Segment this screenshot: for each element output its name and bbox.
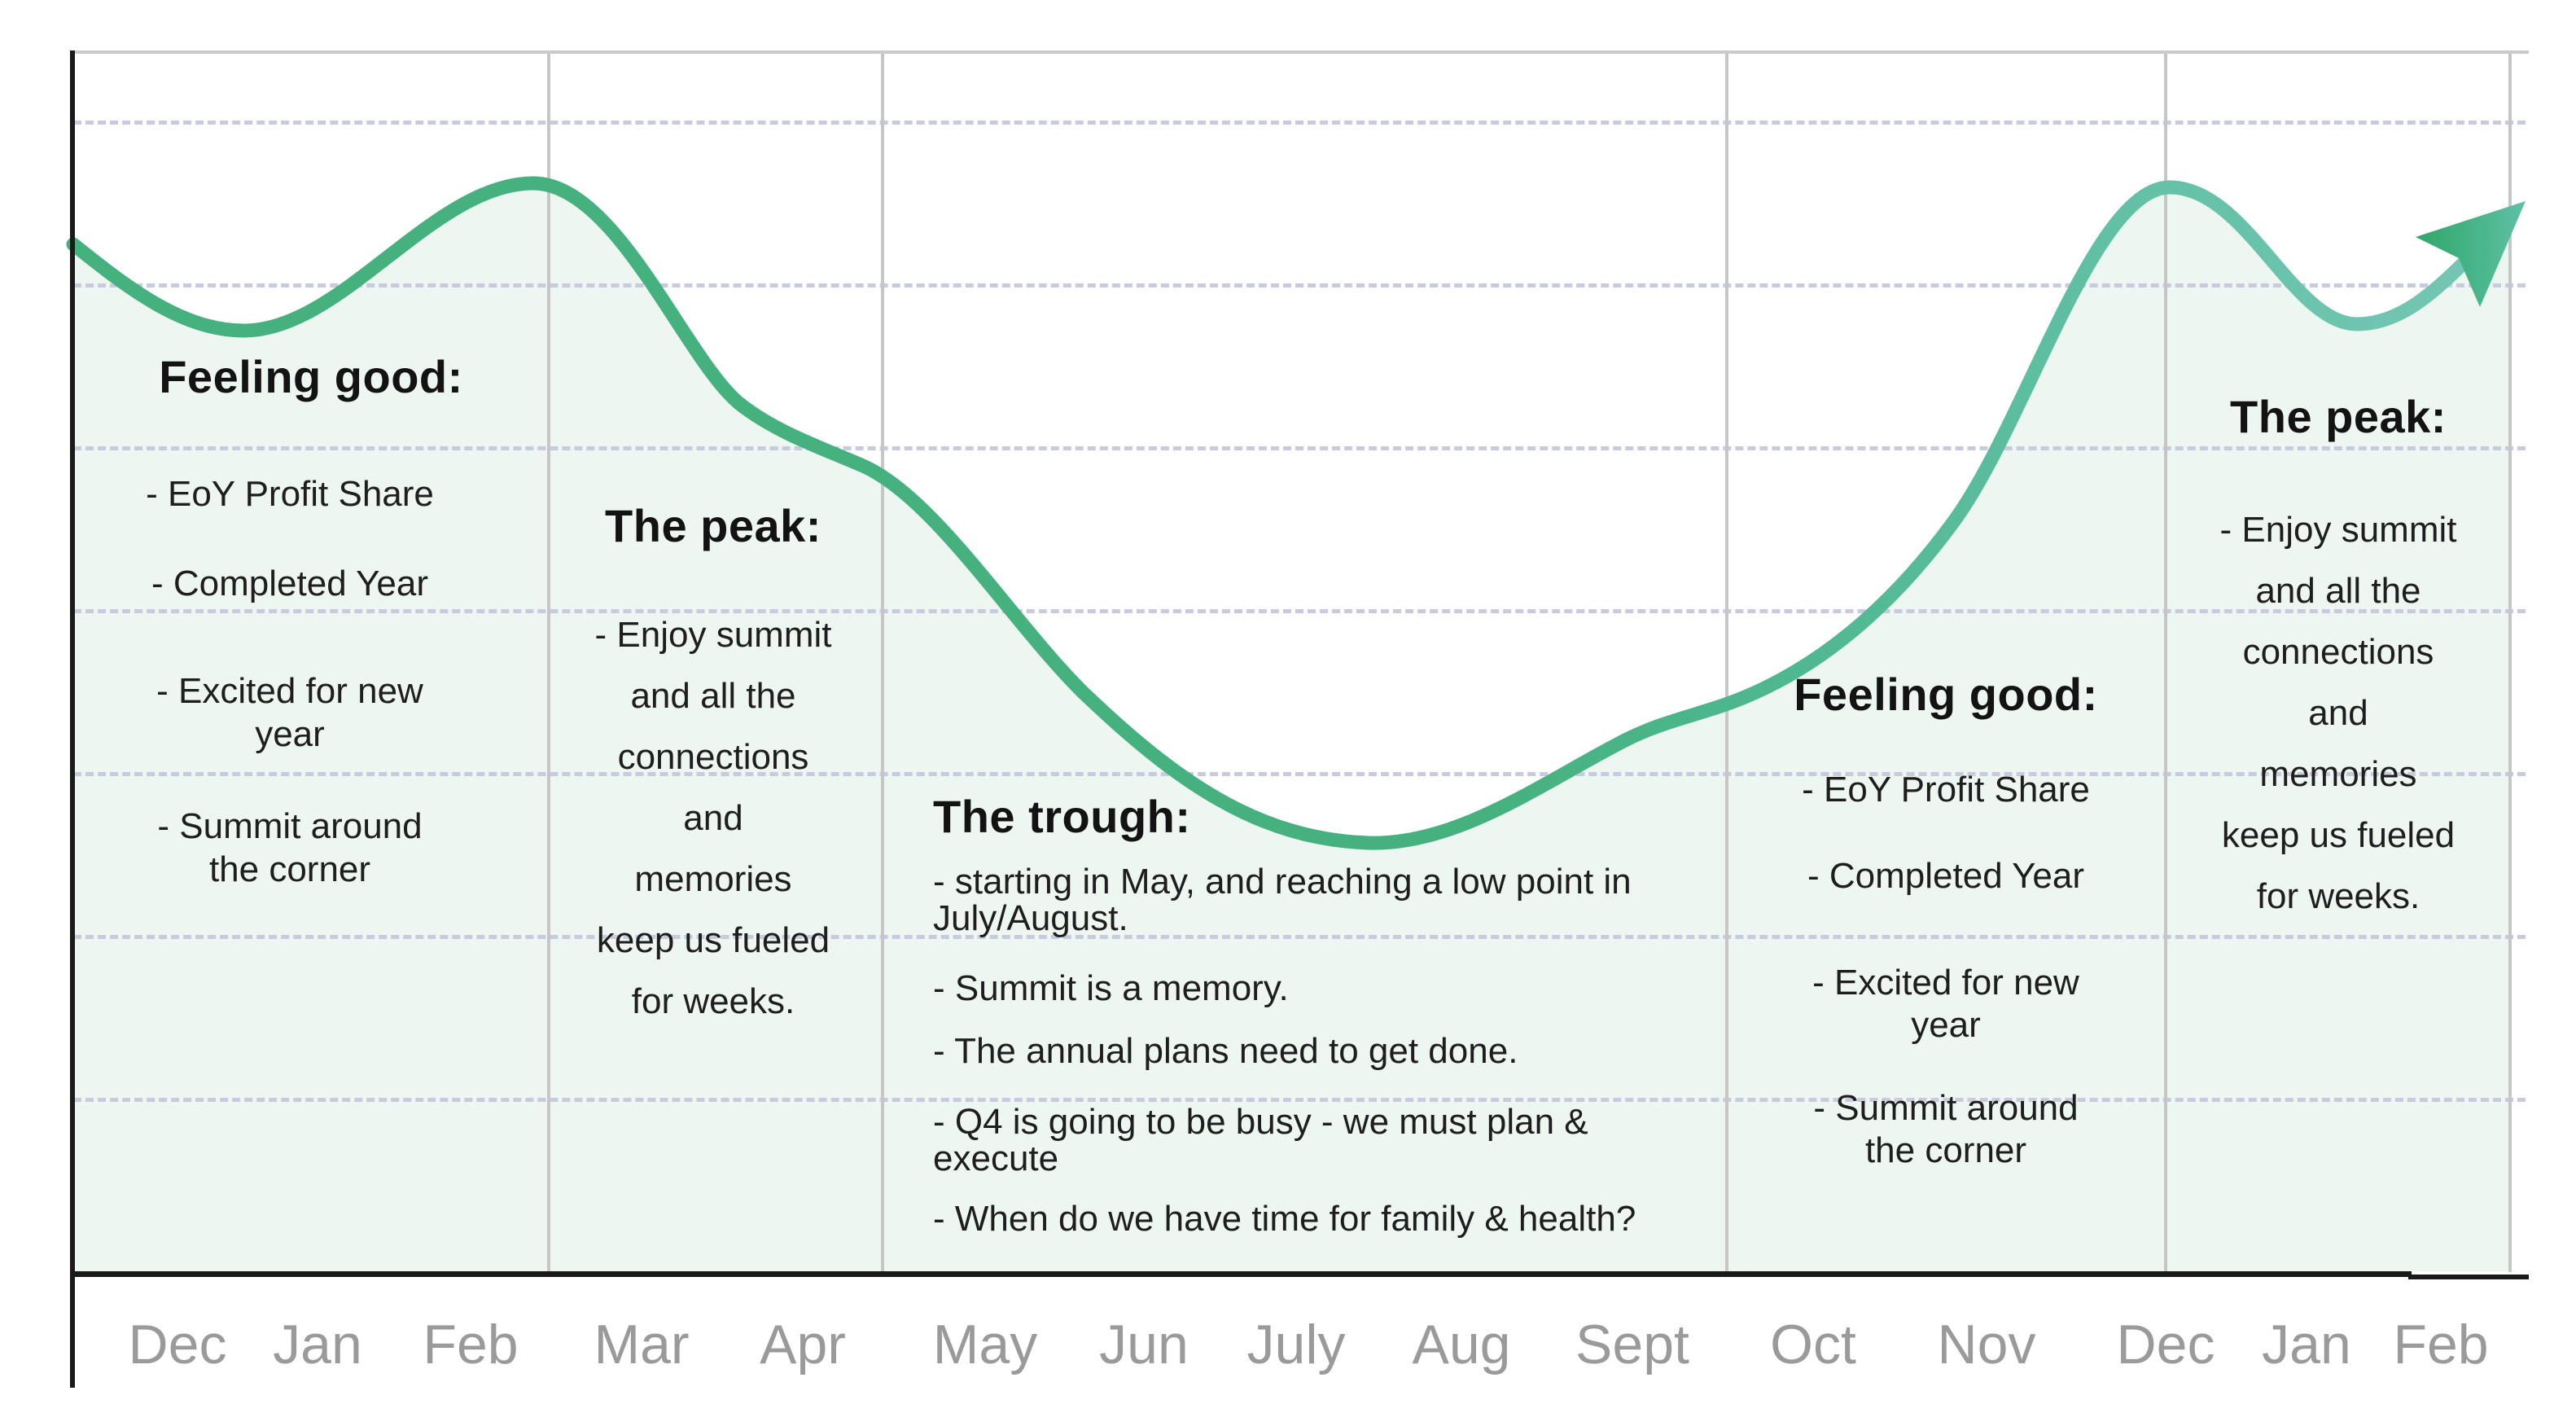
x-axis-label: Feb xyxy=(2393,1314,2489,1376)
annotation-title-peak-1: The peak: xyxy=(605,500,821,551)
h-gridline xyxy=(73,772,2526,776)
annotation-bullet: - Summit is a memory. xyxy=(933,968,1289,1008)
bullet-line: year xyxy=(1911,1005,1981,1045)
x-axis-label: Dec xyxy=(2116,1314,2215,1376)
bullet-line: memories xyxy=(2259,754,2417,794)
x-axis-label: Jan xyxy=(273,1314,362,1376)
x-axis-label: Sept xyxy=(1575,1314,1689,1376)
bullet-line: the corner xyxy=(1864,1130,2027,1170)
v-gridline xyxy=(547,52,550,1272)
bullet-line: July/August. xyxy=(933,898,1128,938)
bullet-line: connections xyxy=(617,737,809,777)
h-gridline xyxy=(73,935,2526,939)
bullet-line: and xyxy=(2308,693,2368,733)
h-gridline xyxy=(73,283,2526,287)
bullet-line: and xyxy=(683,798,743,838)
x-axis-label: Aug xyxy=(1412,1314,1511,1376)
x-axis-label: Nov xyxy=(1937,1314,2036,1376)
bullet-line: the corner xyxy=(208,849,371,889)
x-axis-label: Jun xyxy=(1099,1314,1189,1376)
bullet-line: memories xyxy=(634,859,792,899)
bullet-line: - Excited for new xyxy=(156,671,423,711)
annotation-bullet: - Excited for new year xyxy=(1812,962,2079,1046)
annotation-bullet: - The annual plans need to get done. xyxy=(933,1031,1518,1071)
annotation-bullet: - starting in May, and reaching a low po… xyxy=(933,863,1632,937)
bullet-line: - Excited for new xyxy=(1812,963,2079,1003)
x-axis-label: Jan xyxy=(2262,1314,2351,1376)
annotation-bullet: - EoY Profit Share xyxy=(146,474,434,514)
annotation-bullet: - Summit around the corner xyxy=(1813,1087,2078,1172)
trend-arrow-icon xyxy=(2416,201,2526,307)
annotation-title-peak-2: The peak: xyxy=(2230,391,2447,442)
x-axis xyxy=(70,1271,2412,1277)
bullet-line: - Summit around xyxy=(157,806,423,846)
x-axis-label: Feb xyxy=(423,1314,519,1376)
x-axis-label: July xyxy=(1246,1314,1346,1376)
x-axis-label: Apr xyxy=(760,1314,846,1376)
v-gridline xyxy=(2164,52,2167,1272)
annotation-bullet: - Summit around the corner xyxy=(157,805,422,891)
annotation-peak-1-lines: - Enjoy summit and all the connections a… xyxy=(595,604,832,1032)
annotation-title-trough: The trough: xyxy=(933,791,1191,842)
annotation-bullet: - Excited for new year xyxy=(156,669,423,756)
h-gridline xyxy=(73,1098,2526,1102)
x-axis-label: May xyxy=(932,1314,1038,1376)
h-gridline xyxy=(73,609,2526,613)
bullet-line: keep us fueled xyxy=(596,920,830,960)
bullet-line: connections xyxy=(2242,632,2434,672)
bullet-line: - Enjoy summit xyxy=(594,615,832,655)
x-axis-label: Oct xyxy=(1770,1314,1856,1376)
bullet-line: and all the xyxy=(630,676,796,716)
v-gridline xyxy=(1725,52,1728,1272)
bullet-line: year xyxy=(255,714,325,754)
bullet-line: - Q4 is going to be busy - we must plan … xyxy=(933,1102,1588,1142)
bullet-line: - Enjoy summit xyxy=(2219,510,2457,550)
h-gridline xyxy=(73,446,2526,450)
x-axis-right-segment xyxy=(2408,1275,2529,1279)
bullet-line: execute xyxy=(933,1139,1059,1178)
bullet-line: and all the xyxy=(2255,571,2421,611)
x-axis-label: Dec xyxy=(128,1314,227,1376)
annotation-peak-2-lines: - Enjoy summit and all the connections a… xyxy=(2220,499,2457,927)
bullet-line: for weeks. xyxy=(2256,876,2420,916)
annotation-bullet: - Completed Year xyxy=(151,564,428,603)
annotation-bullet: - Q4 is going to be busy - we must plan … xyxy=(933,1104,1588,1177)
annotation-title-feeling-good-2: Feeling good: xyxy=(1794,669,2098,720)
y-axis xyxy=(70,50,75,1388)
annotation-bullet: - When do we have time for family & heal… xyxy=(933,1199,1636,1239)
bullet-line: for weeks. xyxy=(631,981,795,1021)
bullet-line: - Summit around xyxy=(1813,1088,2079,1128)
bullet-line: - starting in May, and reaching a low po… xyxy=(933,862,1632,902)
v-gridline xyxy=(2508,52,2512,1272)
plot-top-border xyxy=(72,50,2529,54)
x-axis-label: Mar xyxy=(594,1314,690,1376)
v-gridline xyxy=(881,52,884,1272)
bullet-line: keep us fueled xyxy=(2221,815,2456,855)
annotation-bullet: - EoY Profit Share xyxy=(1802,770,2090,810)
h-gridline xyxy=(73,121,2526,125)
annotation-title-feeling-good-1: Feeling good: xyxy=(159,351,463,402)
annotation-bullet: - Completed Year xyxy=(1807,856,2084,896)
